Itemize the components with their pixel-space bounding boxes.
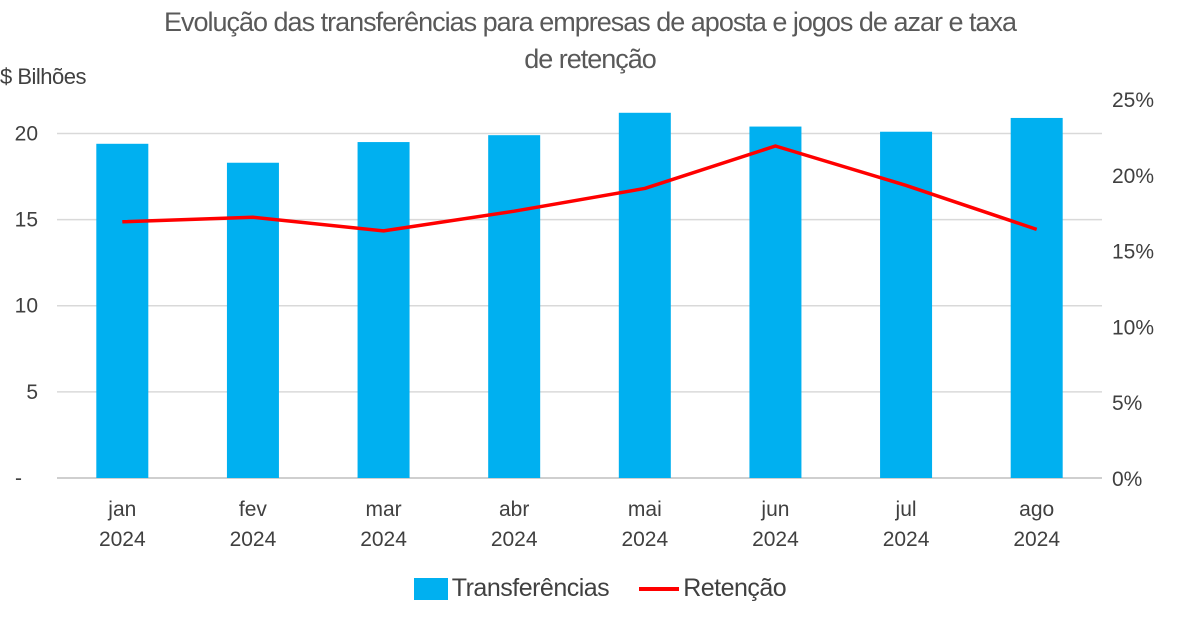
bar-mai (618, 112, 671, 479)
x-tick-label-year: 2024 (230, 528, 277, 551)
y2-tick-label: 15% (1112, 241, 1154, 264)
chart-title-line: Evolução das transferências para empresa… (163, 7, 1017, 37)
x-tick-label: mai (628, 498, 662, 521)
y-tick-label: 20 (15, 122, 38, 145)
y2-tick-label: 20% (1112, 165, 1154, 188)
bar-jun (749, 126, 802, 479)
y-tick-label: 15 (15, 209, 38, 232)
x-tick-label: jul (895, 498, 917, 521)
bar-abr (488, 135, 541, 478)
bar-jan (96, 143, 149, 479)
y-axis-label: $ Bilhões (0, 64, 87, 89)
x-tick-label-year: 2024 (1013, 528, 1060, 551)
legend: Transferências Retenção (0, 574, 1200, 603)
x-tick-label-year: 2024 (752, 528, 799, 551)
legend-swatch-retencao (639, 586, 680, 591)
legend-label-retencao: Retenção (683, 574, 787, 602)
x-tick-label: jan (107, 498, 136, 521)
bar-ago (1010, 117, 1063, 478)
x-tick-label: fev (239, 498, 268, 521)
x-tick-label-year: 2024 (360, 528, 407, 551)
chart-title-line: de retenção (524, 44, 657, 74)
x-tick-label: jun (760, 498, 789, 521)
x-tick-label: mar (365, 498, 401, 521)
x-tick-label-year: 2024 (883, 528, 930, 551)
bar-fev (226, 162, 279, 478)
y-tick-label: 10 (15, 295, 38, 318)
y2-tick-label: 5% (1112, 392, 1142, 415)
y2-tick-label: 0% (1112, 468, 1142, 491)
y2-tick-label: 25% (1112, 89, 1154, 112)
x-tick-label: abr (499, 498, 529, 521)
x-tick-label-year: 2024 (491, 528, 538, 551)
legend-label-transferencias: Transferências (451, 574, 610, 602)
x-tick-label-year: 2024 (621, 528, 668, 551)
line-retencao (122, 144, 1038, 233)
y-tick-label: - (15, 467, 22, 490)
legend-swatch-transferencias (413, 577, 448, 600)
bar-mar (357, 142, 410, 478)
x-tick-label: ago (1019, 498, 1054, 521)
y-tick-label: 5 (26, 381, 38, 404)
x-tick-label-year: 2024 (99, 528, 146, 551)
chart-title: Evolução das transferências para empresa… (0, 4, 1180, 78)
y2-tick-label: 10% (1112, 316, 1154, 339)
